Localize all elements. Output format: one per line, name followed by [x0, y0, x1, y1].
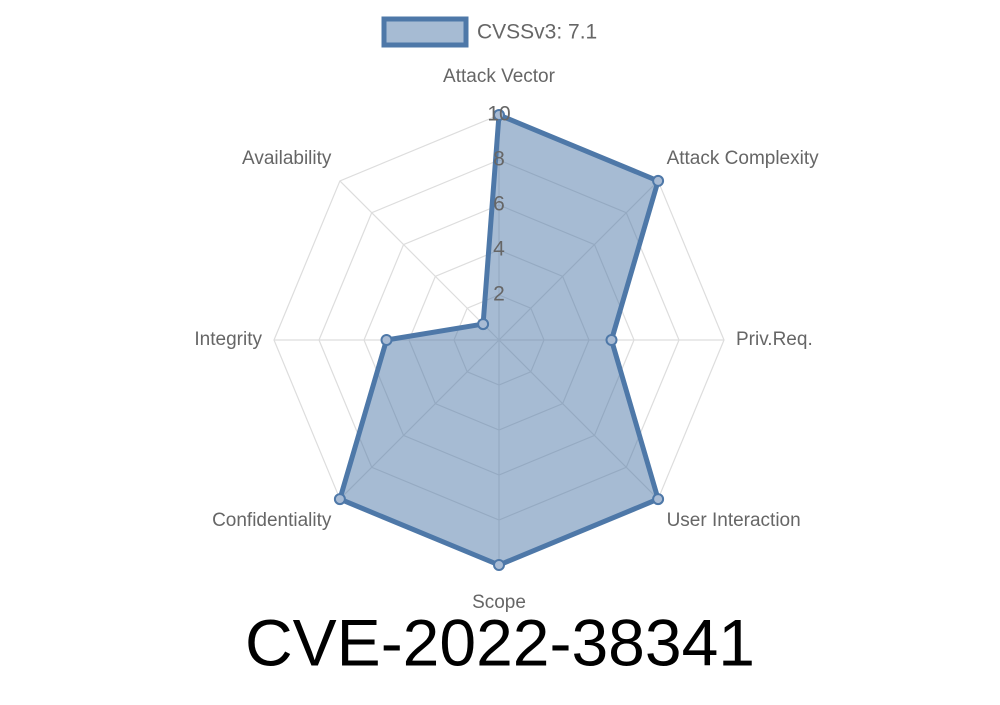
axis-label: Attack Vector [443, 66, 556, 87]
chart-title: CVE-2022-38341 [245, 605, 755, 679]
radar-point [333, 493, 346, 506]
axis-label: Priv.Req. [736, 329, 813, 350]
axis-label: User Interaction [667, 510, 801, 531]
r-tick-label: 6 [493, 193, 505, 216]
legend-swatch [381, 16, 469, 48]
radar-point [493, 109, 505, 121]
r-tick-label: 4 [493, 238, 505, 261]
axis-label: Availability [242, 148, 332, 169]
axis-label: Attack Complexity [667, 148, 820, 169]
axis-label: Integrity [194, 329, 262, 350]
radar-point [652, 174, 665, 187]
axis-label: Scope [472, 592, 526, 613]
r-tick-label: 10 [487, 103, 510, 126]
legend-label: CVSSv3: 7.1 [477, 21, 597, 44]
radar-point [652, 493, 665, 506]
radar-point [493, 559, 505, 571]
r-tick-label: 2 [493, 283, 505, 306]
radar-point [605, 334, 618, 346]
radar-point [380, 334, 393, 346]
axis-label: Confidentiality [212, 510, 332, 531]
r-tick-label: 8 [493, 148, 505, 171]
spoke [339, 180, 500, 341]
radar-point [477, 318, 490, 331]
